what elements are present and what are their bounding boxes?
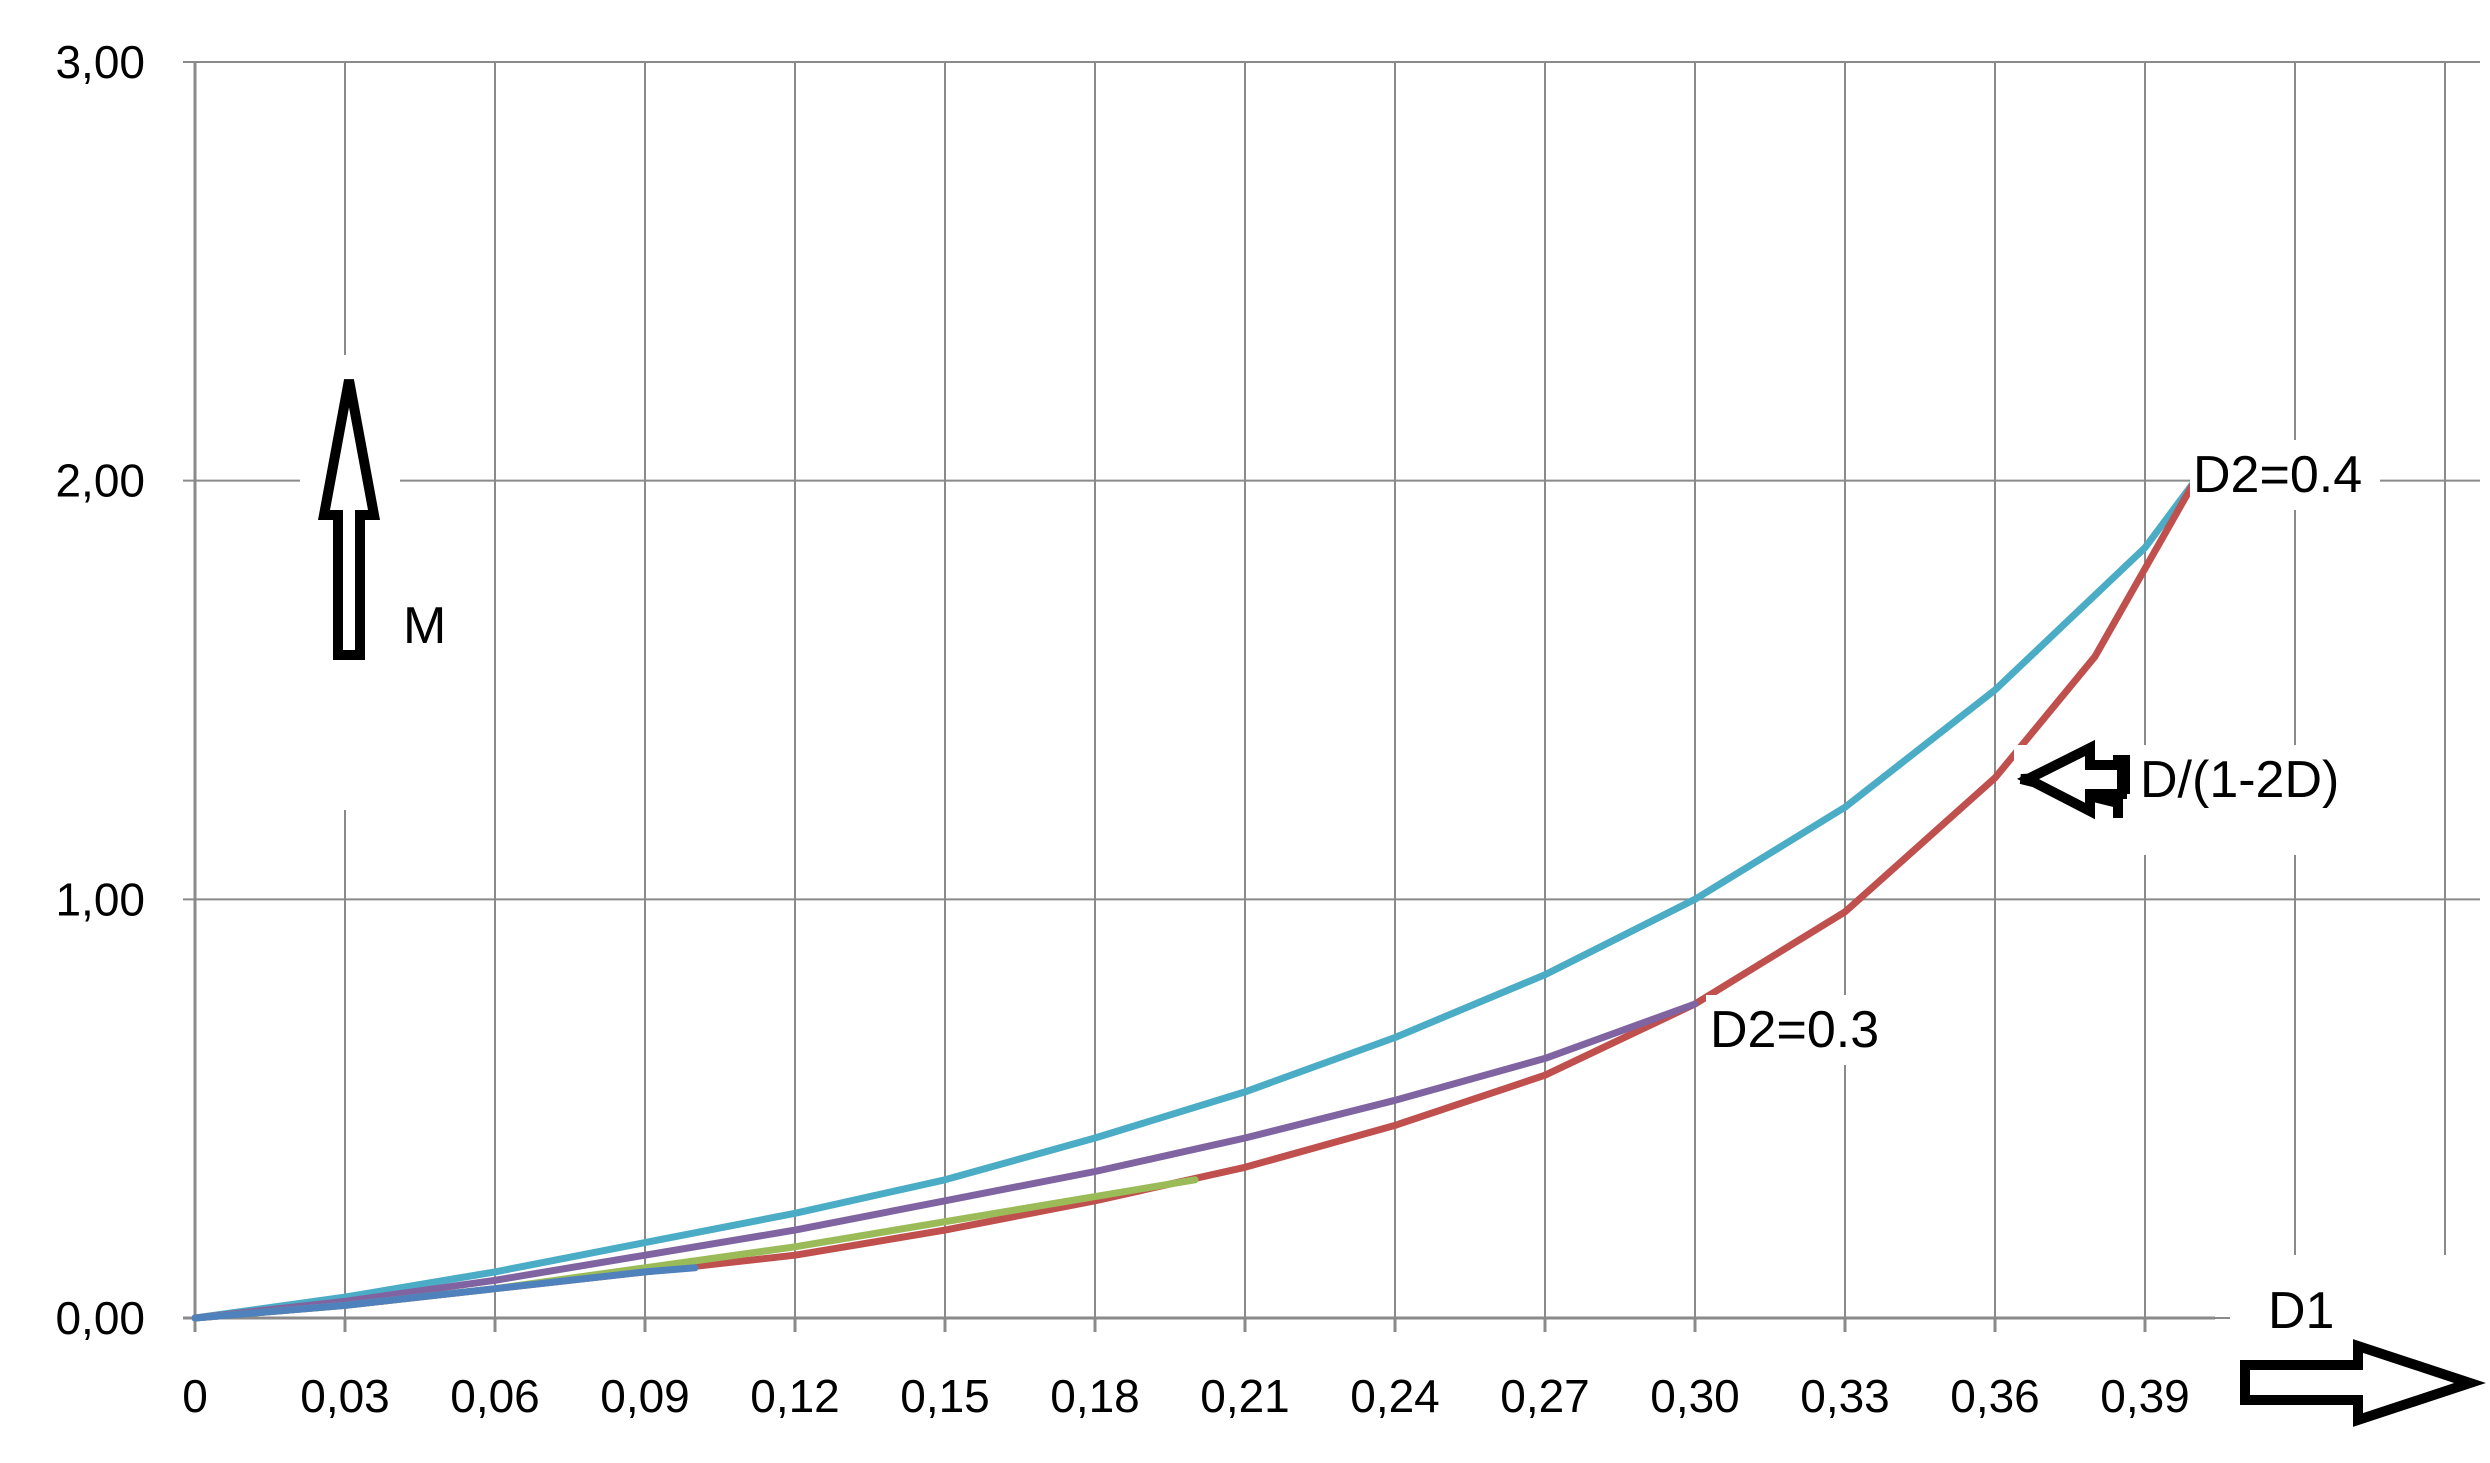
x-tick-label: 0,03 xyxy=(300,1370,390,1422)
x-tick-label: 0,15 xyxy=(900,1370,990,1422)
x-tick-label: 0,24 xyxy=(1350,1370,1440,1422)
label-d2-03-backdrop xyxy=(1706,995,1896,1065)
x-tick-labels: 0 0,03 0,06 0,09 0,12 0,15 0,18 0,21 0,24 0,27 0,3… xyxy=(182,1370,2190,1422)
grid xyxy=(183,61,2480,1319)
label-d2-03: D2=0.3 xyxy=(1710,1001,1879,1059)
right-arrow-icon xyxy=(2240,1339,2486,1427)
y-tick-label: 3,00 xyxy=(55,36,145,88)
x-tick-label: 0,27 xyxy=(1500,1370,1590,1422)
y-tick-label: 1,00 xyxy=(55,873,145,925)
x-tick-label: 0,12 xyxy=(750,1370,840,1422)
x-tick-label: 0,30 xyxy=(1650,1370,1740,1422)
series-line-1 xyxy=(191,477,2199,1322)
up-arrow-icon xyxy=(317,379,381,660)
x-axis-label: D1 xyxy=(2268,1282,2334,1340)
x-tick-label: 0,21 xyxy=(1200,1370,1290,1422)
series-line-3 xyxy=(191,1000,1699,1322)
x-tick-label: 0,09 xyxy=(600,1370,690,1422)
label-d2-04-backdrop xyxy=(2190,440,2380,510)
y-axis-label: M xyxy=(403,597,446,655)
label-d2-04: D2=0.4 xyxy=(2193,446,2362,504)
y-tick-label: 2,00 xyxy=(55,455,145,507)
series-layer xyxy=(191,477,2199,1322)
x-tick-label: 0,33 xyxy=(1800,1370,1890,1422)
y-tick-label: 0,00 xyxy=(55,1292,145,1344)
x-tick-label: 0,39 xyxy=(2100,1370,2190,1422)
x-tick-label: 0,36 xyxy=(1950,1370,2040,1422)
x-tick-label: 0,06 xyxy=(450,1370,540,1422)
x-tick-label: 0 xyxy=(182,1370,208,1422)
axes xyxy=(183,62,2297,1332)
formula-label: D/(1-2D) xyxy=(2140,751,2339,809)
series-line-5 xyxy=(191,1264,699,1322)
y-tick-labels: 0,00 1,00 2,00 3,00 xyxy=(55,36,145,1344)
x-tick-label: 0,18 xyxy=(1050,1370,1140,1422)
left-arrow-icon-body xyxy=(2016,739,2127,820)
